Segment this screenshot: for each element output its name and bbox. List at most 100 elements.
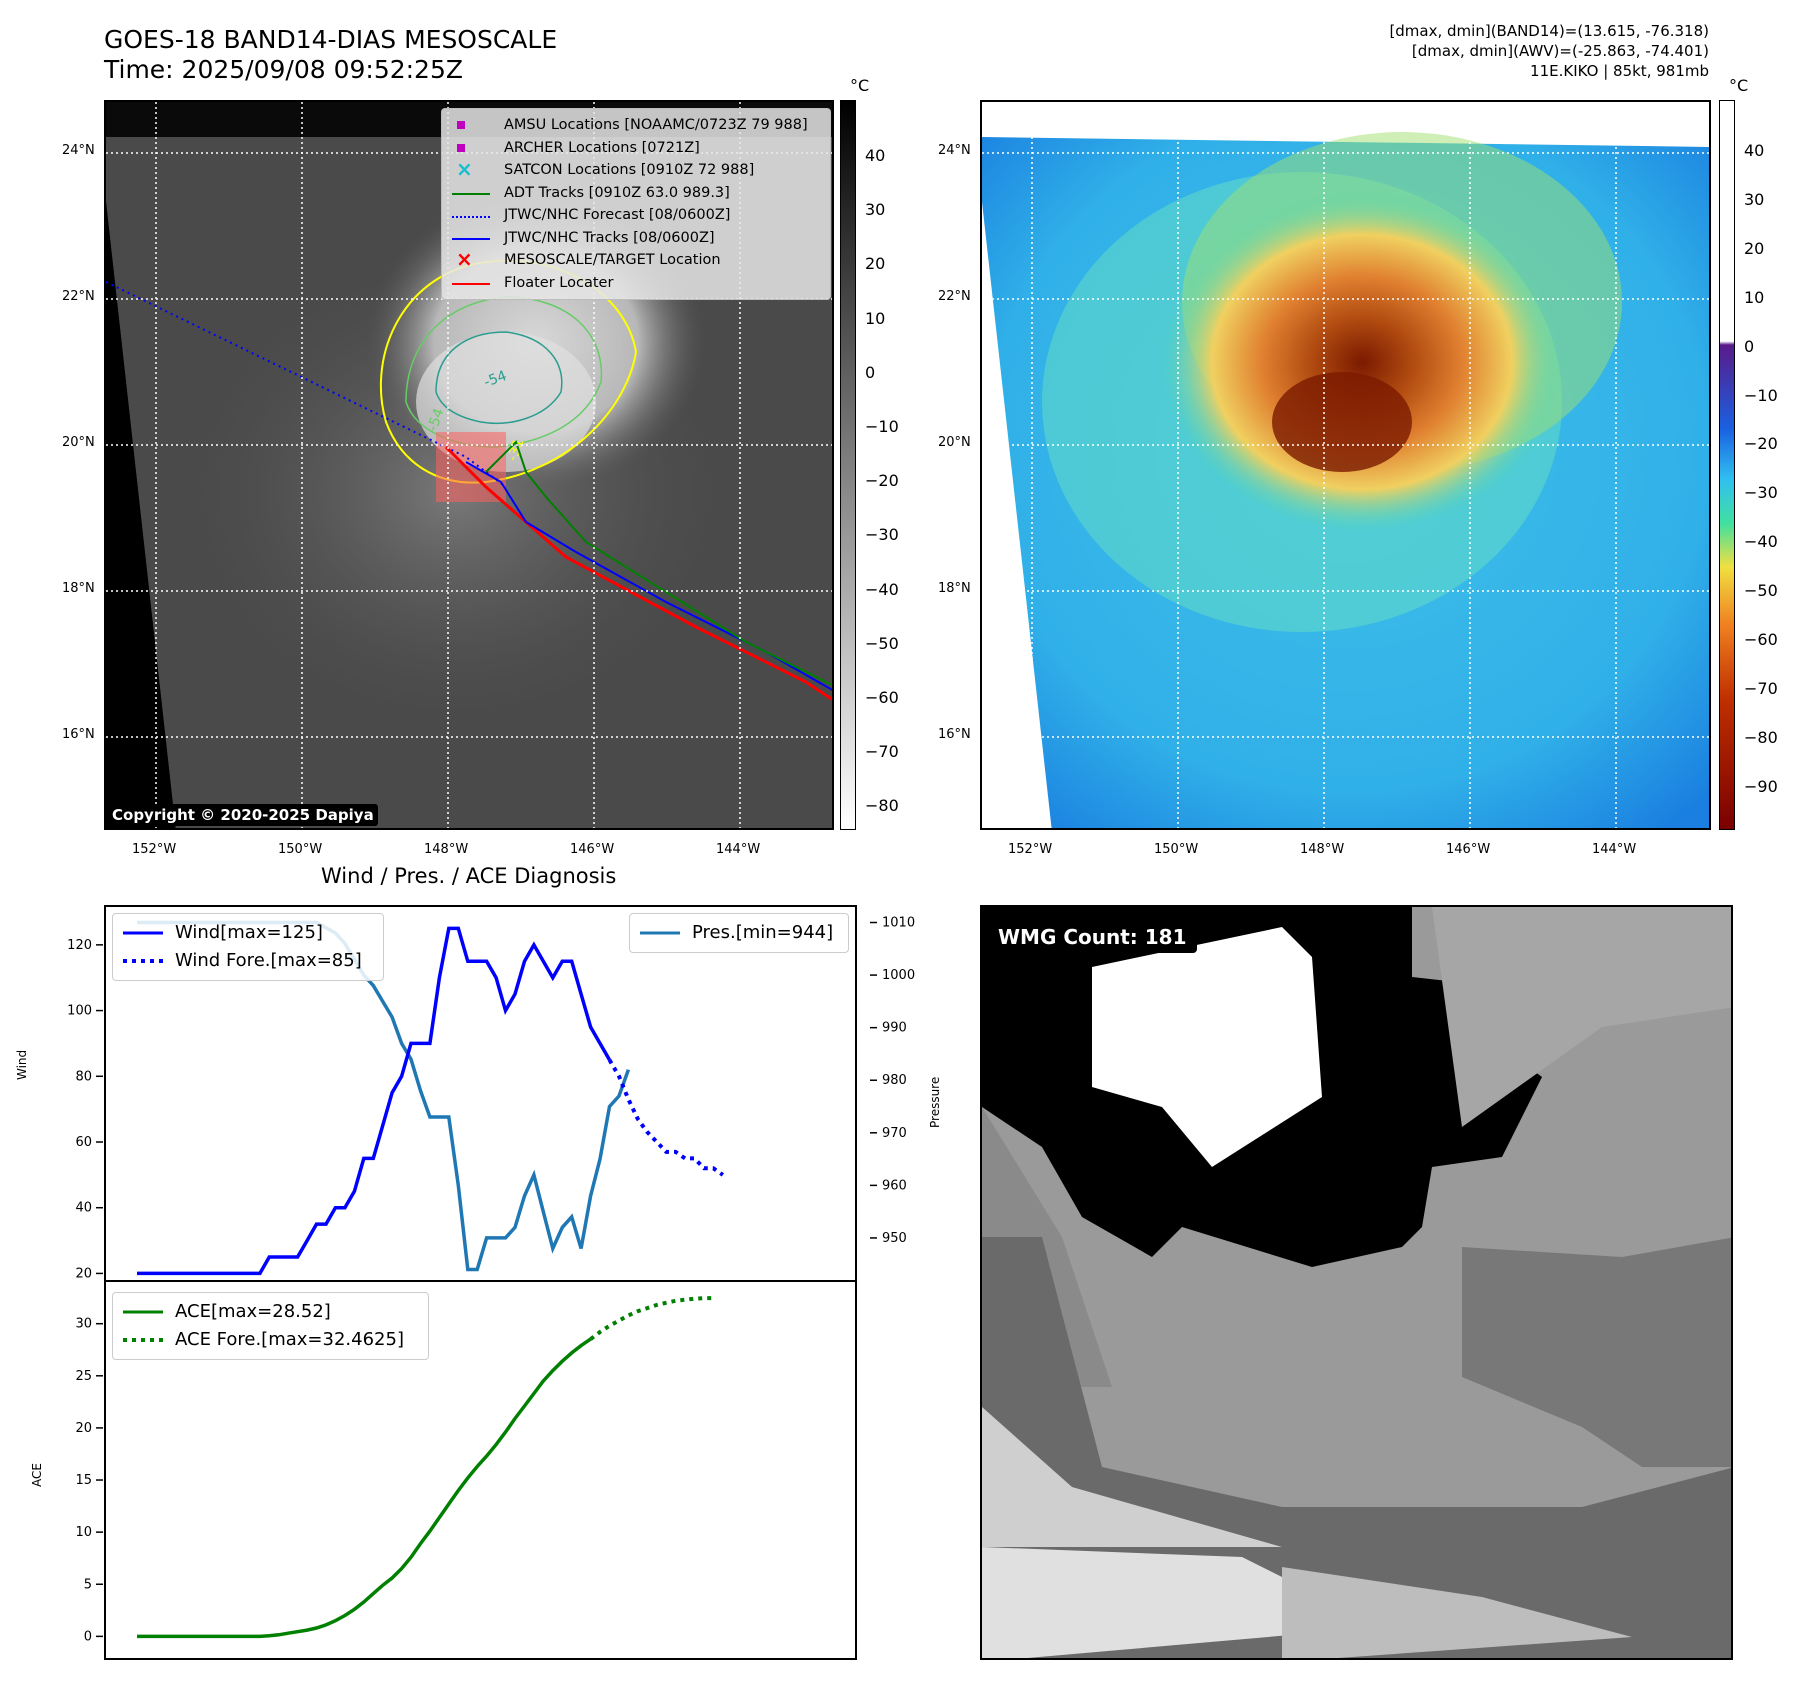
ace-fore-legend-label: ACE Fore.[max=32.4625] [175,1329,404,1350]
legend-label: ADT Tracks [0910Z 63.0 989.3] [504,184,730,201]
gray-cbar-tick: −80 [865,796,899,816]
ace-axis-label: ACE [30,1463,44,1487]
ir-lon-label: 150°W [278,842,323,857]
diagnosis-divider [104,1280,857,1282]
awv-cbar-tick: 0 [1744,336,1755,356]
awv-cbar-tick: −20 [1744,434,1778,454]
ir-map-image: -54 -31 -54 [106,102,832,828]
wind-forecast-series [607,1058,725,1177]
info-awv-range: [dmax, dmin](AWV)=(-25.863, -74.401) [1411,42,1709,60]
gray-colorbar [840,100,856,830]
legend-item: × SATCON Locations [0910Z 72 988] [442,157,830,182]
awv-cbar-tick: 40 [1744,141,1765,160]
ir-lat-label: 18°N [62,581,95,596]
ace-tick-label: 10 [75,1525,92,1540]
adt-track [485,440,832,687]
floater-track [444,445,832,702]
ir-lon-label: 146°W [570,842,615,857]
legend-label: Floater Locater [504,274,614,291]
awv-cbar-tick: −70 [1744,678,1778,698]
wind-series [137,926,612,1276]
legend-label: SATCON Locations [0910Z 72 988] [504,162,755,178]
gray-cbar-tick: 20 [865,254,886,274]
wmg-panel: WMG Count: 181 [980,905,1733,1660]
ace-tick-label: 25 [75,1369,92,1384]
awv-cbar-tick: 20 [1744,238,1765,258]
awv-lat-label: 16°N [938,727,971,742]
gray-cbar-tick: −60 [865,688,899,707]
awv-lon-label: 148°W [1300,842,1345,857]
ace-tick-label: 5 [84,1577,92,1592]
gray-cbar-unit: °C [850,76,870,95]
awv-cbar-tick: −10 [1744,385,1778,405]
pressure-legend-label: Pres.[min=944] [692,922,834,943]
contour-label-3: -54 [425,406,448,433]
contour-label-1: -54 [482,368,509,391]
awv-lat-label: 18°N [938,581,971,596]
wind-legend: Wind[max=125] Wind Fore.[max=85] [112,913,384,981]
awv-cbar-tick: 10 [1744,287,1765,307]
pressure-axis-label: Pressure [928,1076,942,1128]
pressure-tick-label: 970 [882,1126,907,1141]
legend-label: JTWC/NHC Tracks [08/0600Z] [504,229,715,246]
legend-marker-icon [452,237,490,240]
awv-lat-label: 20°N [938,435,971,450]
legend-item: ARCHER Locations [0721Z] [442,138,830,160]
wind-tick-label: 20 [75,1266,92,1281]
wind-tick-label: 60 [75,1135,92,1150]
awv-lon-label: 144°W [1592,842,1637,857]
wind-axis-label: Wind [15,1049,29,1080]
awv-lat-label: 22°N [938,289,971,304]
gray-cbar-tick: −20 [865,471,899,491]
legend-item: JTWC/NHC Tracks [08/0600Z] [442,228,830,250]
copyright-label: Copyright © 2020-2025 Dapiya [108,804,378,826]
pressure-tick-label: 1000 [882,968,915,983]
pressure-tick-label: 990 [882,1021,907,1036]
gray-cbar-tick: 0 [865,362,876,382]
wind-tick-label: 120 [67,938,92,953]
awv-cbar-tick: −30 [1744,483,1778,503]
legend-marker-icon: × [456,247,473,271]
chart-time: Time: 2025/09/08 09:52:25Z [104,55,463,84]
legend-item: ADT Tracks [0910Z 63.0 989.3] [442,183,830,205]
wind-fore-legend-label: Wind Fore.[max=85] [175,950,362,971]
legend-marker-icon [457,121,465,129]
ace-tick-label: 20 [75,1421,92,1436]
ir-lon-label: 144°W [716,842,761,857]
diagnosis-title: Wind / Pres. / ACE Diagnosis [321,864,617,888]
ir-lat-label: 20°N [62,435,95,450]
legend-item: Floater Locater [442,273,830,295]
pressure-tick-label: 950 [882,1231,907,1246]
legend-label: AMSU Locations [NOAAMC/0723Z 79 988] [504,117,808,133]
ir-lat-label: 24°N [62,143,95,158]
ir-map-panel: -54 -31 -54 Copyright © 2020-2025 Dapiya… [104,100,834,830]
awv-cbar-tick: −60 [1744,630,1778,649]
ir-lon-label: 148°W [424,842,469,857]
info-band14-range: [dmax, dmin](BAND14)=(13.615, -76.318) [1389,22,1709,40]
awv-cbar-unit: °C [1729,76,1749,95]
info-storm: 11E.KIKO | 85kt, 981mb [1530,62,1709,80]
wind-tick-label: 40 [75,1201,92,1216]
awv-map-panel [980,100,1711,830]
pressure-tick-label: 980 [882,1073,907,1088]
awv-cbar-tick: −80 [1744,727,1778,747]
ir-lat-label: 16°N [62,727,95,742]
wmg-image [982,907,1731,1658]
wmg-count-badge: WMG Count: 181 [988,921,1197,953]
ir-lat-label: 22°N [62,289,95,304]
awv-cbar-tick: −40 [1744,532,1778,552]
legend-label: MESOSCALE/TARGET Location [504,252,721,268]
awv-lon-label: 152°W [1008,842,1053,857]
gray-cbar-tick: −10 [865,417,899,436]
pressure-legend: Pres.[min=944] [629,913,849,953]
awv-lon-label: 150°W [1154,842,1199,857]
gray-cbar-tick: 40 [865,146,886,165]
diagnosis-panel [104,905,857,1660]
pressure-tick-label: 1010 [882,916,915,931]
map-legend: AMSU Locations [NOAAMC/0723Z 79 988] ARCH… [441,108,831,300]
awv-map-image [982,102,1709,828]
awv-cbar-tick: 30 [1744,189,1765,209]
legend-item: × MESOSCALE/TARGET Location [442,247,830,272]
gray-cbar-tick: 10 [865,308,886,328]
legend-marker-icon [452,216,490,218]
